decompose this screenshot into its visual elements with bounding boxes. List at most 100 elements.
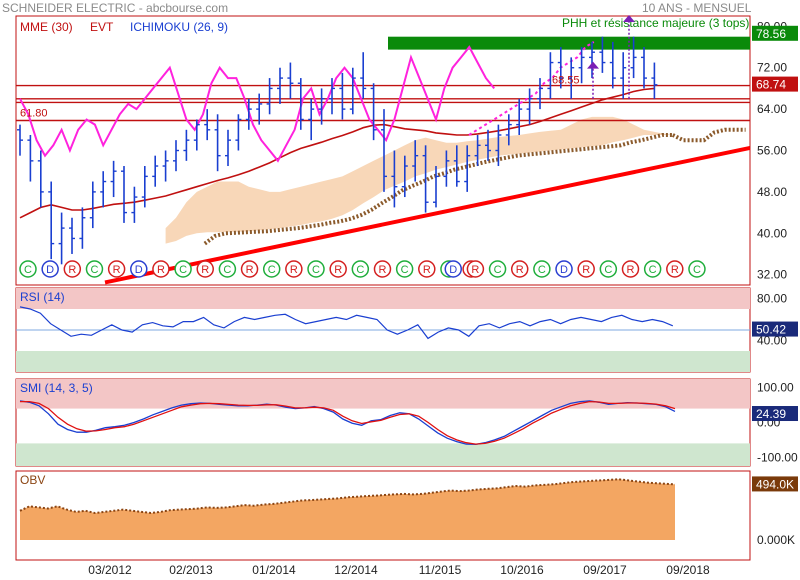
legend-entry: ICHIMOKU (26, 9) bbox=[130, 20, 228, 34]
badge-circle bbox=[621, 260, 640, 278]
badge-label: C bbox=[312, 264, 320, 276]
smi-value-tag bbox=[752, 406, 798, 422]
badge-circle bbox=[688, 260, 706, 278]
rsi-last-value: 50.42 bbox=[756, 323, 786, 337]
badge-circle bbox=[285, 260, 303, 278]
signal-badge: R bbox=[196, 260, 214, 278]
candle-bar bbox=[412, 140, 419, 182]
signal-badge: C bbox=[307, 260, 325, 278]
candle-bar bbox=[505, 114, 512, 146]
candle-bar bbox=[79, 207, 86, 249]
badge-label: C bbox=[604, 264, 612, 276]
badge-circle bbox=[85, 260, 104, 278]
badge-label: R bbox=[627, 264, 635, 276]
candle-bar bbox=[370, 83, 377, 141]
signal-badge: C bbox=[262, 260, 281, 278]
badge-label: D bbox=[560, 264, 568, 276]
smi-title: SMI (14, 3, 5) bbox=[20, 381, 93, 395]
candle-bar bbox=[453, 145, 460, 187]
last-price-tag bbox=[752, 76, 798, 92]
candle-bar bbox=[401, 155, 408, 198]
candle-bar bbox=[121, 166, 127, 223]
candle-bar bbox=[318, 88, 325, 125]
badge-circle bbox=[351, 260, 370, 278]
badge-circle bbox=[262, 260, 281, 278]
smi-signal-line bbox=[20, 400, 676, 445]
signal-badge: C bbox=[85, 260, 104, 278]
candle-bar bbox=[557, 47, 564, 89]
price-y-tick: 56.00 bbox=[757, 144, 787, 158]
annotation-61-80: 61.80 bbox=[20, 107, 48, 119]
legend-entry: EVT bbox=[90, 20, 114, 34]
badge-circle bbox=[152, 260, 170, 278]
badge-circle bbox=[19, 260, 37, 278]
candle-bar bbox=[485, 129, 491, 161]
x-tick: 02/2013 bbox=[169, 563, 213, 577]
legend-entry: MME (30) bbox=[20, 20, 73, 34]
x-tick: 01/2014 bbox=[252, 563, 296, 577]
ichimoku-cloud bbox=[165, 116, 686, 244]
candle-bar bbox=[110, 160, 117, 198]
signal-badge: D bbox=[41, 260, 59, 278]
trendline bbox=[104, 145, 751, 285]
signal-badge: R bbox=[418, 260, 436, 278]
price-y-tick: 48.00 bbox=[757, 185, 787, 199]
signal-badge: R bbox=[329, 260, 347, 278]
signal-badge: R bbox=[666, 260, 684, 278]
candle-bar bbox=[100, 171, 107, 208]
badge-label: R bbox=[290, 264, 298, 276]
badge-circle bbox=[533, 260, 551, 278]
candle-bar bbox=[173, 140, 179, 172]
candle-bar bbox=[422, 145, 429, 213]
candle-bar bbox=[183, 129, 190, 161]
badge-label: D bbox=[46, 264, 54, 276]
chart-title: SCHNEIDER ELECTRIC - abcbourse.com bbox=[2, 1, 229, 15]
x-tick: 03/2012 bbox=[88, 563, 132, 577]
chart-period: 10 ANS - MENSUEL bbox=[642, 1, 752, 15]
ichimoku-span-line bbox=[203, 133, 673, 246]
badge-circle bbox=[373, 260, 392, 278]
candle-bar bbox=[266, 78, 273, 115]
candle-bar bbox=[589, 41, 595, 79]
badge-label: C bbox=[538, 264, 546, 276]
candle-bar bbox=[381, 109, 387, 192]
candle-bar bbox=[526, 88, 533, 125]
candle-bar bbox=[214, 114, 221, 172]
candle-bar bbox=[256, 93, 263, 125]
signal-badge: R bbox=[285, 260, 303, 278]
resistance-tag bbox=[752, 25, 798, 41]
candle-bar bbox=[349, 67, 356, 115]
rsi-line bbox=[19, 306, 674, 340]
evt-line bbox=[19, 45, 495, 163]
signal-badge: C bbox=[599, 260, 618, 278]
candle-bar bbox=[443, 150, 450, 187]
candle-bar bbox=[37, 150, 44, 208]
badge-circle bbox=[577, 260, 595, 278]
smi-y-tick: -100.00 bbox=[757, 450, 798, 464]
candle-bar bbox=[578, 47, 585, 84]
obv-title: OBV bbox=[20, 473, 45, 487]
candle-bar bbox=[391, 150, 398, 208]
obv-area bbox=[20, 479, 675, 540]
badge-label: C bbox=[24, 264, 32, 276]
candle-bar bbox=[620, 52, 627, 99]
badge-circle bbox=[418, 260, 436, 278]
signal-badge: C bbox=[174, 260, 192, 278]
smi-oversold-zone bbox=[16, 443, 750, 466]
annotation-resistance: PHH et résistance majeure (3 tops) bbox=[562, 16, 749, 30]
candle-bar bbox=[547, 52, 554, 99]
badge-circle bbox=[218, 260, 237, 278]
candle-bar bbox=[204, 109, 211, 141]
rsi-oversold-zone bbox=[16, 351, 750, 372]
badge-circle bbox=[240, 260, 259, 278]
badge-circle bbox=[63, 260, 82, 278]
signal-badge: R bbox=[510, 260, 529, 278]
candle-bar bbox=[464, 145, 471, 192]
badge-circle bbox=[395, 260, 414, 278]
badge-circle bbox=[555, 260, 573, 278]
price-y-tick: 32.00 bbox=[757, 268, 787, 282]
badge-circle bbox=[107, 260, 126, 278]
price-y-tick: 40.00 bbox=[757, 226, 787, 240]
badge-label: C bbox=[649, 264, 657, 276]
